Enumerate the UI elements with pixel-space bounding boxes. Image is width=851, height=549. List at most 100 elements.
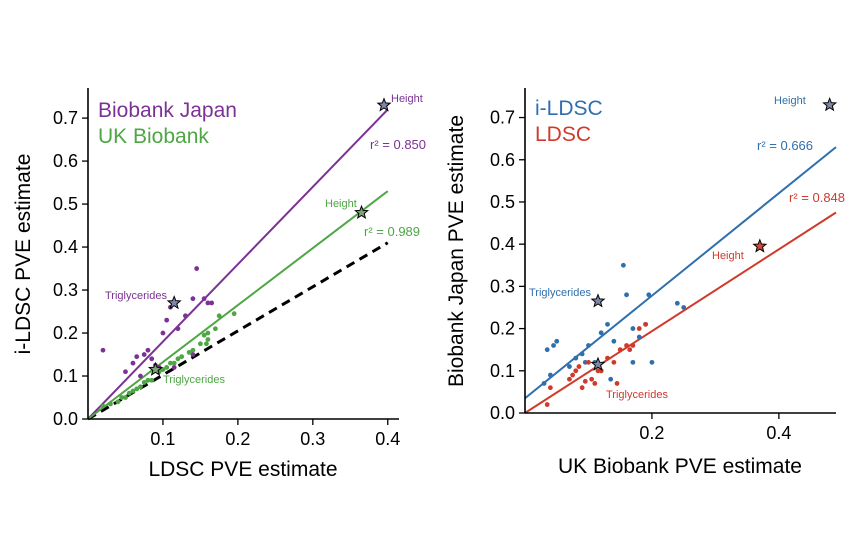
left-point-1-20	[190, 347, 196, 353]
right-point-0-6	[573, 355, 579, 361]
left-point-0-2	[130, 360, 136, 366]
left-point-1-10	[145, 377, 151, 383]
left-point-0-5	[141, 352, 147, 357]
height-label-biobank-japan: Height	[391, 93, 423, 105]
left-plot-marks	[87, 97, 392, 421]
left-point-1-15	[168, 360, 173, 366]
right-point-1-13	[605, 355, 610, 361]
legend-uk-biobank: UK Biobank	[98, 125, 209, 148]
right-point-0-16	[620, 262, 626, 268]
left-ytick-label-1: 0.1	[53, 366, 78, 386]
right-point-1-8	[586, 359, 591, 365]
left-point-1-6	[130, 388, 136, 394]
left-point-1-25	[216, 313, 222, 319]
r2-label-i-ldsc: r² = 0.666	[757, 138, 813, 153]
right-ytick-label-0: 0.0	[490, 403, 515, 423]
right-point-1-6	[579, 385, 585, 391]
left-point-1-3	[119, 395, 125, 400]
left-star-triglycerides-1	[166, 295, 182, 310]
left-point-1-14	[164, 365, 170, 370]
right-point-0-9	[586, 343, 591, 348]
right-point-1-18	[627, 347, 633, 353]
right-star-height-2	[752, 238, 768, 253]
right-star-triglycerides-1	[590, 293, 606, 308]
left-point-0-11	[164, 317, 170, 323]
left-point-0-19	[201, 296, 207, 302]
left-point-0-16	[190, 352, 196, 357]
right-point-0-5	[567, 364, 572, 369]
triglycerides-label-ldsc: Triglycerides	[606, 389, 668, 401]
left-point-1-19	[186, 349, 192, 355]
left-point-0-3	[134, 354, 140, 360]
left-xtick-label-0: 0.1	[150, 429, 175, 449]
left-fit-line-1	[87, 190, 389, 420]
right-ytick-label-5: 0.5	[490, 192, 515, 212]
right-point-1-20	[636, 326, 642, 331]
left-point-1-1	[108, 401, 113, 407]
right-point-1-3	[570, 372, 576, 378]
left-point-0-1	[123, 369, 128, 375]
right-point-0-4	[554, 338, 560, 344]
left-ytick-label-3: 0.3	[53, 280, 78, 300]
right-star-triglycerides-3	[590, 356, 606, 371]
left-x-axis-label: LDSC PVE estimate	[148, 458, 337, 481]
left-point-0-18	[194, 266, 200, 271]
right-point-0-13	[605, 321, 610, 327]
left-point-1-7	[134, 386, 140, 392]
right-point-0-1	[544, 347, 550, 353]
right-ytick-label-2: 0.2	[490, 319, 515, 339]
left-point-1-17	[175, 356, 181, 362]
right-point-0-18	[630, 359, 636, 365]
left-point-1-26	[231, 311, 237, 317]
right-star-height-0	[822, 96, 838, 112]
right-point-0-12	[598, 330, 604, 336]
r2-label-ldsc: r² = 0.848	[789, 190, 845, 205]
left-point-0-13	[171, 365, 177, 370]
right-point-0-21	[646, 292, 652, 298]
right-panel: 0.2 0.4 0.0 0.1 0.2 0.3 0.4 0.5 0.6 0.7 UK Bioban…	[445, 88, 845, 478]
right-point-1-1	[547, 385, 553, 391]
right-xtick-label-1: 0.4	[766, 423, 791, 443]
left-point-1-8	[138, 384, 143, 390]
right-xtick-label-0: 0.2	[639, 423, 664, 443]
right-ytick-label-7: 0.7	[490, 108, 515, 128]
right-point-1-16	[617, 347, 623, 353]
left-point-1-13	[160, 367, 166, 372]
left-point-1-9	[141, 380, 147, 385]
left-point-1-24	[212, 326, 218, 332]
left-point-0-6	[145, 347, 151, 353]
left-point-1-27	[205, 337, 211, 342]
right-point-1-10	[592, 381, 598, 386]
left-point-1-23	[205, 330, 211, 336]
right-point-1-5	[576, 364, 582, 369]
right-ticks: 0.2 0.4 0.0 0.1 0.2 0.3 0.4 0.5 0.6 0.7	[490, 108, 791, 443]
left-point-1-11	[149, 377, 155, 383]
right-point-1-15	[614, 381, 620, 386]
legend-biobank-japan: Biobank Japan	[98, 99, 237, 122]
right-point-1-0	[544, 402, 550, 407]
left-point-1-16	[171, 360, 177, 366]
left-identity-line	[87, 241, 389, 421]
left-point-0-0	[100, 347, 106, 353]
left-point-0-17	[190, 296, 196, 302]
left-ytick-label-7: 0.7	[53, 108, 78, 128]
left-fit-line-0	[87, 108, 389, 420]
left-point-1-4	[123, 395, 128, 400]
right-point-0-22	[649, 359, 655, 365]
left-star-height-2	[354, 204, 370, 220]
height-label-i-ldsc: Height	[774, 95, 806, 107]
legend-i-ldsc: i-LDSC	[535, 97, 603, 120]
right-point-0-3	[551, 343, 556, 348]
right-point-1-7	[582, 378, 588, 384]
left-ticks: 0.1 0.2 0.3 0.4 0.0 0.1 0.2 0.3 0.4 0.5 0.6 0.7	[53, 108, 400, 449]
right-point-1-4	[573, 368, 579, 374]
left-ytick-label-0: 0.0	[53, 409, 78, 429]
left-star-triglycerides-3	[147, 361, 163, 376]
right-point-1-12	[598, 368, 604, 374]
left-point-1-0	[100, 403, 106, 409]
right-y-axis-label: Biobank Japan PVE estimate	[445, 115, 468, 387]
left-ytick-label-4: 0.4	[53, 237, 78, 257]
r2-label-biobank-japan: r² = 0.850	[370, 137, 426, 152]
left-xtick-label-2: 0.3	[300, 429, 325, 449]
